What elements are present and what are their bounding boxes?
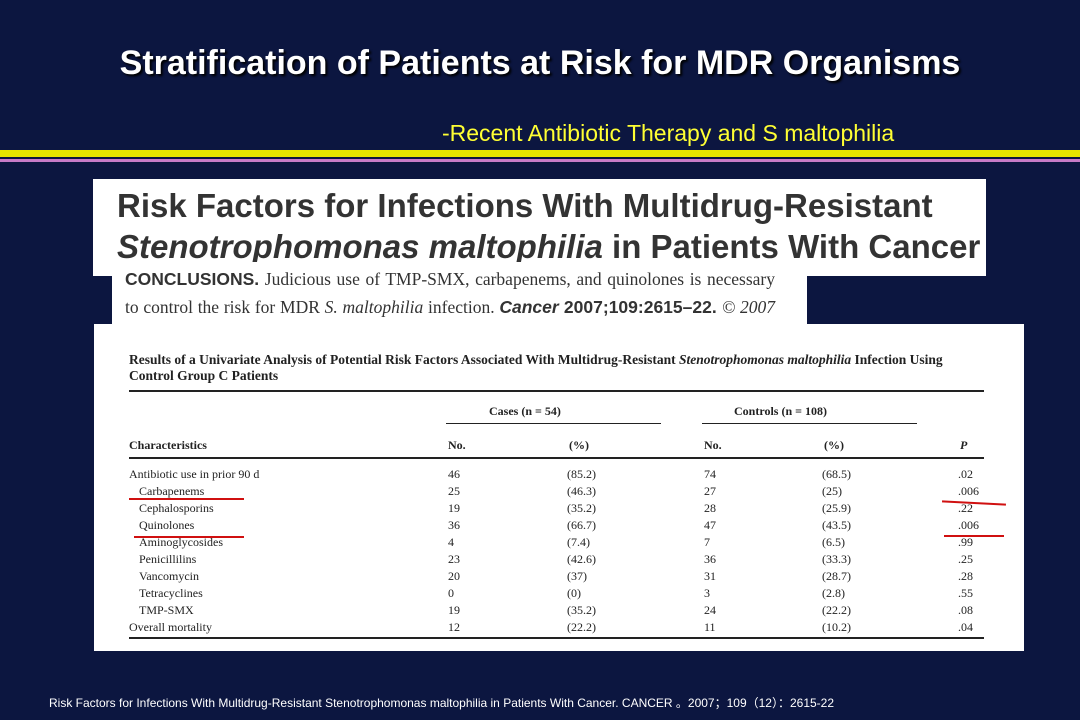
divider-purple (0, 159, 1080, 162)
row-cases-pct: (22.2) (567, 620, 596, 634)
underline-p-carbapenems (942, 500, 1006, 506)
row-controls-no: 3 (704, 586, 710, 600)
row-controls-pct: (22.2) (822, 603, 851, 617)
header-cases-group: Cases (n = 54) (489, 404, 561, 418)
row-cases-pct: (37) (567, 569, 587, 583)
article-title-clip: Risk Factors for Infections With Multidr… (93, 179, 986, 276)
row-p: .08 (958, 603, 973, 617)
conclusions-citation: 2007;109:2615–22. (558, 297, 722, 317)
row-cases-no: 20 (448, 569, 460, 583)
row-controls-pct: (68.5) (822, 467, 851, 481)
row-cases-no: 4 (448, 535, 454, 549)
col-controls-pct: (%) (824, 438, 844, 452)
row-controls-no: 36 (704, 552, 716, 566)
row-cases-pct: (0) (567, 586, 581, 600)
slide-subtitle: -Recent Antibiotic Therapy and S maltoph… (442, 120, 895, 146)
slide-title: Stratification of Patients at Risk for M… (119, 44, 961, 82)
row-controls-pct: (43.5) (822, 518, 851, 532)
row-controls-no: 27 (704, 484, 716, 498)
conclusions-text-2: infection. (423, 297, 500, 317)
row-cases-no: 19 (448, 501, 460, 515)
divider-yellow (0, 150, 1080, 157)
row-cases-pct: (66.7) (567, 518, 596, 532)
article-title-organism: Stenotrophomonas maltophilia (117, 228, 603, 265)
row-label: Tetracyclines (139, 586, 203, 600)
row-p: .28 (958, 569, 973, 583)
row-controls-pct: (28.7) (822, 569, 851, 583)
row-label: Antibiotic use in prior 90 d (129, 467, 260, 481)
row-controls-pct: (25) (822, 484, 842, 498)
row-controls-no: 74 (704, 467, 716, 481)
row-controls-no: 47 (704, 518, 716, 532)
row-cases-pct: (35.2) (567, 501, 596, 515)
row-controls-no: 7 (704, 535, 710, 549)
row-p: .25 (958, 552, 973, 566)
row-cases-no: 25 (448, 484, 460, 498)
underline-quinolones (134, 536, 244, 538)
row-p: .04 (958, 620, 973, 634)
row-controls-no: 31 (704, 569, 716, 583)
col-controls-no: No. (704, 438, 722, 452)
row-cases-pct: (7.4) (567, 535, 590, 549)
row-p: .99 (958, 535, 973, 549)
col-characteristics: Characteristics (129, 438, 207, 452)
row-controls-pct: (6.5) (822, 535, 845, 549)
underline-p-quinolones (944, 535, 1004, 537)
table-caption-organism: Stenotrophomonas maltophilia (679, 352, 852, 367)
row-label: Overall mortality (129, 620, 212, 634)
row-p: .006 (958, 518, 979, 532)
col-p: P (960, 438, 968, 452)
row-cases-no: 23 (448, 552, 460, 566)
row-label: Carbapenems (139, 484, 205, 498)
controls-group-rule (702, 423, 917, 424)
row-p: .006 (958, 484, 979, 498)
row-cases-pct: (85.2) (567, 467, 596, 481)
row-controls-pct: (33.3) (822, 552, 851, 566)
table-caption: Results of a Univariate Analysis of Pote… (129, 352, 969, 384)
article-title: Risk Factors for Infections With Multidr… (117, 185, 980, 267)
table-caption-2: Infection Using Control Group C Patients (129, 352, 943, 383)
row-p: .55 (958, 586, 973, 600)
row-controls-pct: (2.8) (822, 586, 845, 600)
table-bottom-rule (129, 637, 984, 639)
row-controls-pct: (25.9) (822, 501, 851, 515)
underline-carbapenems (129, 498, 244, 500)
row-cases-no: 0 (448, 586, 454, 600)
conclusions-journal: Cancer (499, 297, 559, 317)
row-label: Cephalosporins (139, 501, 214, 515)
row-cases-no: 46 (448, 467, 460, 481)
article-title-line1: Risk Factors for Infections With Multidr… (117, 187, 933, 224)
table-header-rule (129, 457, 984, 459)
row-controls-no: 11 (704, 620, 716, 634)
row-label: Penicillilins (139, 552, 197, 566)
row-controls-pct: (10.2) (822, 620, 851, 634)
row-p: .02 (958, 467, 973, 481)
col-cases-pct: (%) (569, 438, 589, 452)
row-p: .22 (958, 501, 973, 515)
row-label: Aminoglycosides (139, 535, 223, 549)
row-cases-no: 19 (448, 603, 460, 617)
row-cases-pct: (42.6) (567, 552, 596, 566)
row-cases-no: 12 (448, 620, 460, 634)
row-controls-no: 24 (704, 603, 716, 617)
article-title-line2-rest: in Patients With Cancer (602, 228, 981, 265)
row-controls-no: 28 (704, 501, 716, 515)
table-top-rule (129, 390, 984, 392)
header-controls-group: Controls (n = 108) (734, 404, 827, 418)
row-label: Vancomycin (139, 569, 199, 583)
conclusions-organism: S. maltophilia (324, 297, 424, 317)
col-cases-no: No. (448, 438, 466, 452)
cases-group-rule (446, 423, 661, 424)
results-table-clip: Results of a Univariate Analysis of Pote… (94, 324, 1024, 651)
slide-footer: Risk Factors for Infections With Multidr… (49, 696, 835, 710)
row-label: Quinolones (139, 518, 195, 532)
conclusions-label: CONCLUSIONS. (125, 269, 260, 289)
row-label: TMP-SMX (139, 603, 194, 617)
table-caption-1: Results of a Univariate Analysis of Pote… (129, 352, 679, 367)
row-cases-pct: (35.2) (567, 603, 596, 617)
row-cases-pct: (46.3) (567, 484, 596, 498)
row-cases-no: 36 (448, 518, 460, 532)
conclusions-text-1: Judicious use of TMP-SMX, carbapenems, a… (125, 269, 775, 317)
